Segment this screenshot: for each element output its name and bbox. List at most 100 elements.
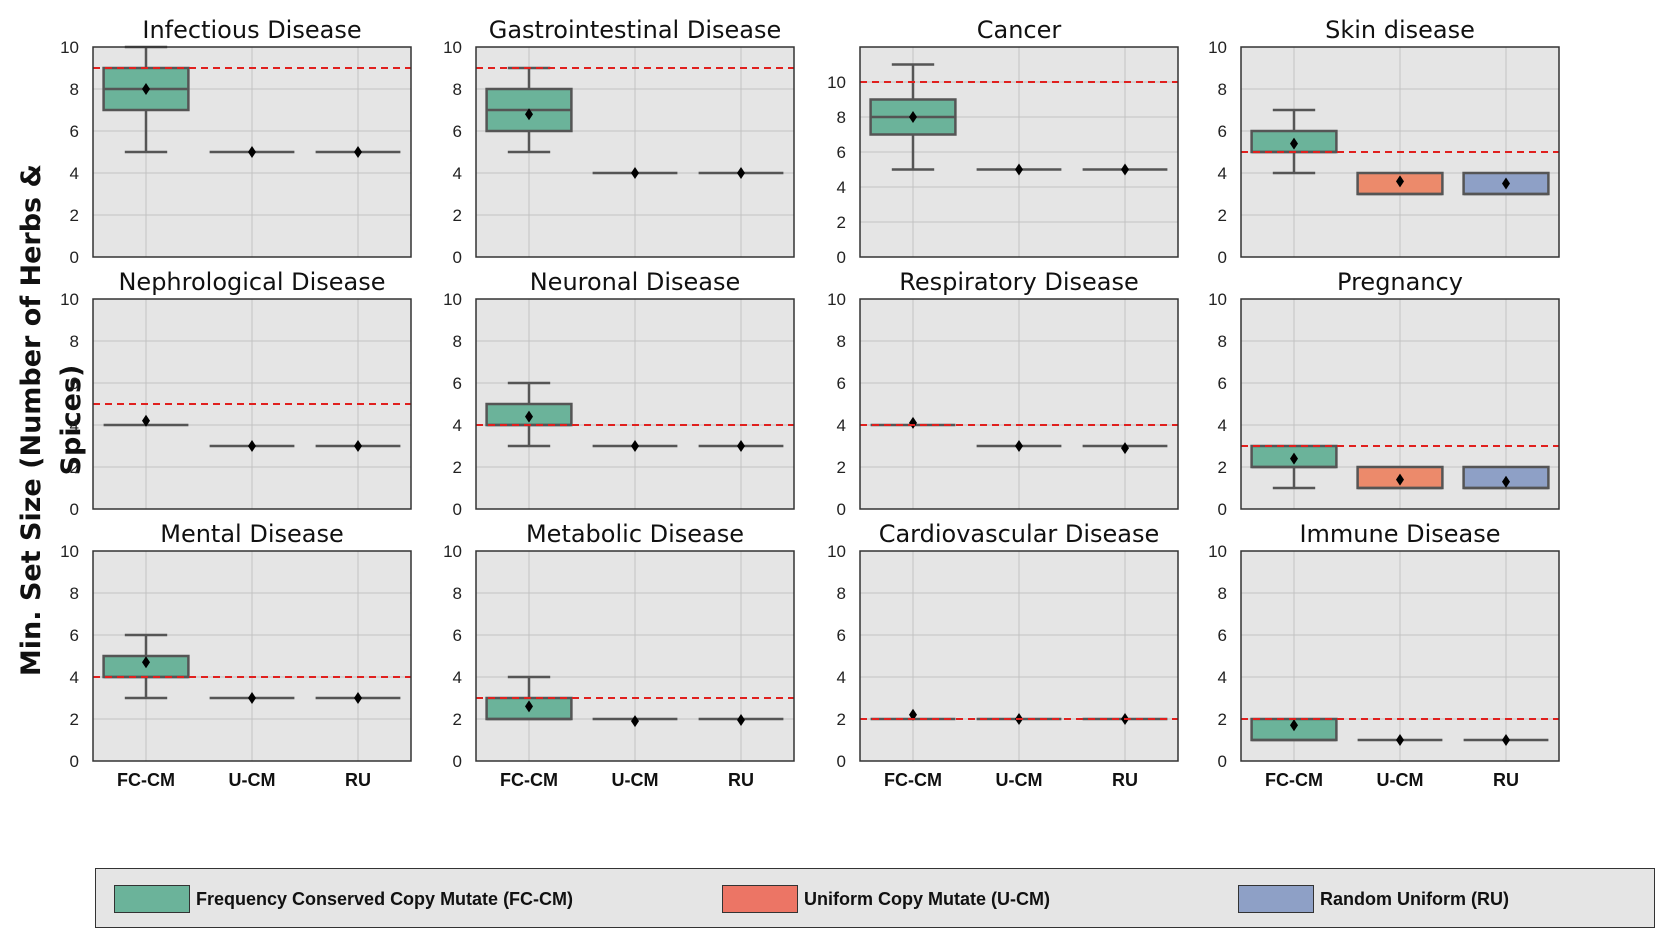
panel-title: Skin disease	[1325, 16, 1475, 44]
y-tick-label: 0	[837, 752, 846, 771]
panel-frame	[92, 550, 412, 762]
panel-skin-disease: 0 2 4 6 8 10 Skin disease	[1208, 16, 1560, 267]
y-tick-label: 6	[837, 143, 846, 162]
y-tick-label: 4	[1218, 416, 1227, 435]
box-fc-cm	[1250, 717, 1338, 742]
box-fc-cm	[103, 414, 189, 427]
y-tick-label: 10	[1208, 38, 1227, 57]
y-tick-label: 2	[837, 458, 846, 477]
y-tick-label: 4	[453, 668, 462, 687]
panel-title: Immune Disease	[1299, 520, 1500, 548]
mean-marker	[1502, 177, 1510, 190]
legend-swatch-ru	[1238, 885, 1314, 913]
mean-marker	[354, 146, 362, 158]
mean-marker	[737, 440, 745, 452]
box-ru	[315, 692, 401, 704]
mean-marker	[142, 83, 150, 95]
y-tick-label: 8	[1218, 332, 1227, 351]
y-tick-label: 4	[453, 164, 462, 183]
panel-title: Metabolic Disease	[526, 520, 744, 548]
y-tick-label: 10	[827, 542, 846, 561]
mean-marker	[1502, 475, 1510, 488]
y-tick-label: 10	[443, 38, 462, 57]
y-tick-label: 6	[1218, 374, 1227, 393]
legend: Frequency Conserved Copy Mutate (FC-CM) …	[95, 868, 1655, 928]
y-tick-label: 2	[1218, 206, 1227, 225]
y-tick-label: 4	[70, 164, 79, 183]
y-tick-label: 10	[443, 290, 462, 309]
y-tick-label: 10	[827, 290, 846, 309]
y-tick-label: 2	[70, 710, 79, 729]
y-tick-label: 4	[1218, 164, 1227, 183]
y-tick-label: 8	[453, 80, 462, 99]
y-tick-label: 2	[1218, 458, 1227, 477]
y-tick-label: 6	[1218, 626, 1227, 645]
y-tick-label: 8	[837, 332, 846, 351]
box-fc-cm	[1250, 108, 1338, 175]
y-tick-label: 4	[70, 668, 79, 687]
y-tick-label: 8	[453, 332, 462, 351]
panel-pregnancy: 0 2 4 6 8 10 Pregnancy	[1208, 268, 1560, 519]
x-tick-label: RU	[345, 770, 371, 790]
y-tick-label: 10	[1208, 542, 1227, 561]
panel-frame	[1240, 550, 1560, 762]
legend-label-u-cm: Uniform Copy Mutate (U-CM)	[804, 888, 1050, 909]
mean-marker	[909, 111, 917, 123]
box-ru	[1462, 465, 1550, 490]
x-tick-label: U-CM	[996, 770, 1043, 790]
y-tick-label: 0	[453, 752, 462, 771]
y-tick-label: 2	[837, 710, 846, 729]
box-fc-cm	[102, 633, 190, 700]
mean-marker	[248, 692, 256, 704]
mean-marker	[525, 410, 533, 423]
panel-cancer: 0 2 4 6 8 10 Cancer	[827, 16, 1179, 267]
panel-frame	[859, 46, 1179, 258]
y-tick-label: 6	[453, 374, 462, 393]
panel-nephrological-disease: 0 2 4 6 8 10 Nephrological Disease	[60, 268, 412, 519]
x-tick-label: U-CM	[229, 770, 276, 790]
box-u-cm	[592, 715, 678, 728]
y-tick-label: 2	[453, 206, 462, 225]
y-tick-label: 0	[453, 248, 462, 267]
box-ru	[1463, 734, 1549, 746]
y-tick-label: 6	[837, 626, 846, 645]
mean-marker	[1502, 734, 1510, 746]
box-fc-cm	[1250, 444, 1338, 490]
box-ru	[698, 714, 784, 727]
mean-marker	[248, 440, 256, 452]
mean-marker	[909, 708, 917, 721]
y-tick-label: 8	[453, 584, 462, 603]
mean-marker	[737, 167, 745, 179]
panel-gastrointestinal-disease: 0 2 4 6 8 10 Gastrointestinal Disease	[443, 16, 795, 267]
y-tick-label: 10	[60, 290, 79, 309]
y-tick-label: 0	[453, 500, 462, 519]
mean-marker	[142, 656, 150, 669]
panel-title: Neuronal Disease	[530, 268, 741, 296]
box-u-cm	[1356, 171, 1444, 196]
panel-immune-disease: 0 2 4 6 8 10 FC-CM U-CM RU Immune Disease	[1208, 520, 1560, 790]
y-tick-label: 2	[453, 710, 462, 729]
panel-title: Mental Disease	[160, 520, 344, 548]
mean-marker	[354, 692, 362, 704]
y-tick-label: 8	[70, 584, 79, 603]
box-u-cm	[976, 163, 1062, 176]
mean-marker	[248, 146, 256, 158]
y-tick-label: 0	[70, 248, 79, 267]
box-ru	[315, 440, 401, 452]
mean-marker	[1396, 734, 1404, 746]
y-tick-label: 0	[70, 500, 79, 519]
y-tick-label: 4	[837, 416, 846, 435]
x-tick-label: FC-CM	[1265, 770, 1323, 790]
x-tick-label: FC-CM	[500, 770, 558, 790]
panel-cardiovascular-disease: 0 2 4 6 8 10 FC-CM U-CM RU Cardiovascular Disease	[827, 520, 1179, 790]
panel-title: Nephrological Disease	[118, 268, 385, 296]
y-tick-label: 0	[1218, 500, 1227, 519]
y-tick-label: 6	[453, 626, 462, 645]
mean-marker	[1396, 473, 1404, 486]
y-tick-label: 2	[70, 458, 79, 477]
mean-marker	[354, 440, 362, 452]
panel-title: Respiratory Disease	[899, 268, 1139, 296]
box-u-cm	[976, 440, 1062, 452]
box-u-cm	[592, 167, 678, 179]
y-tick-label: 2	[837, 213, 846, 232]
